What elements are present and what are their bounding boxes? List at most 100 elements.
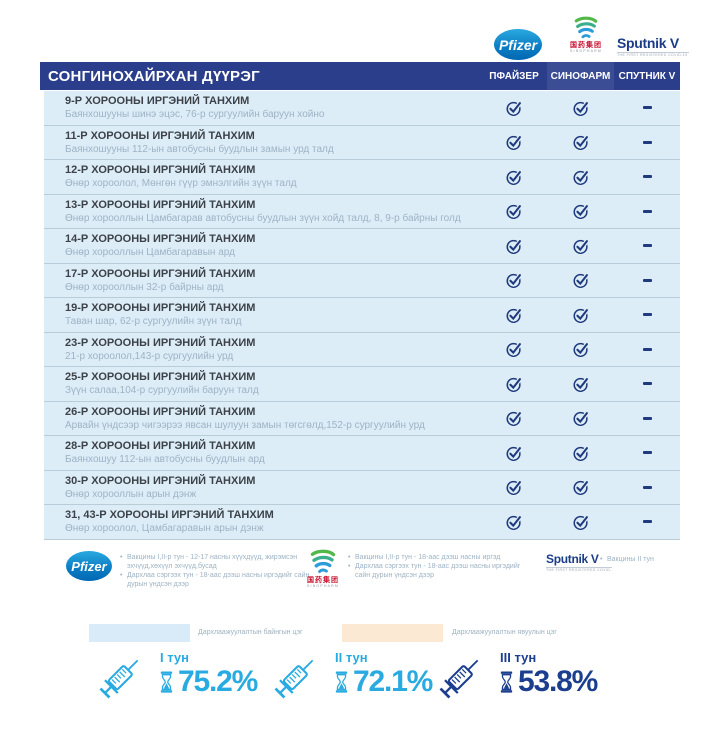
row-title: 31, 43-Р ХОРООНЫ ИРГЭНИЙ ТАНХИМ bbox=[65, 509, 274, 521]
row-text: 25-Р ХОРООНЫ ИРГЭНИЙ ТАНХИМ Зүүн салаа,1… bbox=[44, 367, 481, 401]
row-location: Өнөр хороолол, Мөнгөн гүүр эмнэлгийн зүү… bbox=[65, 178, 297, 189]
check-icon bbox=[505, 409, 523, 427]
row-text: 31, 43-Р ХОРООНЫ ИРГЭНИЙ ТАНХИМ Өнөр хор… bbox=[44, 505, 481, 539]
dash-icon bbox=[642, 451, 652, 455]
table-row: 31, 43-Р ХОРООНЫ ИРГЭНИЙ ТАНХИМ Өнөр хор… bbox=[44, 505, 680, 540]
check-icon bbox=[505, 513, 523, 531]
sputnik-logo-footer: Sputnik V THE FIRST REGISTERED COVID-19 … bbox=[546, 553, 612, 573]
cell-pfizer bbox=[481, 126, 547, 160]
row-title: 17-Р ХОРООНЫ ИРГЭНИЙ ТАНХИМ bbox=[65, 267, 256, 280]
dash-icon bbox=[642, 209, 652, 213]
pfizer-logo-text: Pfizer bbox=[71, 558, 107, 574]
row-text: 19-Р ХОРООНЫ ИРГЭНИЙ ТАНХИМ Таван шар, 6… bbox=[44, 298, 481, 332]
cell-pfizer bbox=[481, 471, 547, 505]
legend-swatch-mobile bbox=[342, 624, 443, 642]
table-row: 26-Р ХОРООНЫ ИРГЭНИЙ ТАНХИМ Арвайн үндсэ… bbox=[44, 401, 680, 436]
sputnik-logo-text: Sputnik V bbox=[617, 35, 679, 51]
dash-icon bbox=[642, 106, 652, 110]
syringe-icon bbox=[432, 648, 490, 711]
cell-sputnik bbox=[614, 471, 680, 505]
check-icon bbox=[505, 202, 523, 220]
check-icon bbox=[505, 237, 523, 255]
row-location: Өнөр хороолол, Цамбагаравын арын дэнж bbox=[65, 523, 264, 534]
cell-sputnik bbox=[614, 195, 680, 229]
row-title: 26-Р ХОРООНЫ ИРГЭНИЙ ТАНХИМ bbox=[65, 405, 256, 418]
legend-label-permanent: Дархлаажуулалтын байнгын цэг bbox=[198, 629, 303, 636]
note-item: Вакцины I,II-р тун - 18-аас дээш насны и… bbox=[348, 553, 528, 562]
table-header-bar: СОНГИНОХАЙРХАН ДҮҮРЭГ ПФАЙЗЕР СИНОФАРМ С… bbox=[40, 62, 680, 90]
column-header-sinopharm: СИНОФАРМ bbox=[547, 62, 614, 90]
row-text: 11-Р ХОРООНЫ ИРГЭНИЙ ТАНХИМ Баянхошууны … bbox=[44, 126, 481, 160]
cell-sputnik bbox=[614, 298, 680, 332]
check-icon bbox=[505, 375, 523, 393]
dose-label: III тун bbox=[500, 650, 537, 665]
dose-percentage: 53.8% bbox=[518, 665, 598, 698]
stat-dose-1: I тун 75.2% bbox=[92, 648, 258, 711]
check-icon bbox=[505, 168, 523, 186]
cell-pfizer bbox=[481, 402, 547, 436]
top-logo-strip: Pfizer 国药集团 SINOPHARM Sputnik V THE FIRS… bbox=[0, 0, 720, 62]
check-icon bbox=[505, 99, 523, 117]
syringe-icon bbox=[267, 648, 325, 711]
cell-pfizer bbox=[481, 333, 547, 367]
check-icon bbox=[572, 340, 590, 358]
table-row: 9-Р ХОРООНЫ ИРГЭНИЙ ТАНХИМ Баянхошууны ш… bbox=[44, 91, 680, 126]
row-text: 17-Р ХОРООНЫ ИРГЭНИЙ ТАНХИМ Өнөр хороолл… bbox=[44, 264, 481, 298]
row-location: Баянхошууны 112-ын автобусны буудлын зам… bbox=[65, 143, 334, 155]
sinopharm-logo-footer: 国药集团 SINOPHARM bbox=[303, 549, 343, 589]
row-title: 12-Р ХОРООНЫ ИРГЭНИЙ ТАНХИМ bbox=[65, 164, 256, 176]
cell-pfizer bbox=[481, 229, 547, 263]
row-location: Өнөр хорооллын Цамбагаравын ард bbox=[65, 247, 235, 258]
dash-icon bbox=[642, 175, 652, 179]
cell-pfizer bbox=[481, 195, 547, 229]
row-location: Арвайн үндсээр чигээрээ явсан шулуун зам… bbox=[65, 419, 425, 431]
row-text: 26-Р ХОРООНЫ ИРГЭНИЙ ТАНХИМ Арвайн үндсэ… bbox=[44, 402, 481, 436]
pfizer-logo-text: Pfizer bbox=[498, 36, 538, 53]
check-icon bbox=[505, 133, 523, 151]
sinopharm-en-text: SINOPHARM bbox=[307, 584, 339, 588]
syringe-icon bbox=[92, 648, 150, 711]
cell-sinopharm bbox=[547, 126, 614, 160]
dose-percentage: 72.1% bbox=[353, 665, 433, 698]
column-header-pfizer: ПФАЙЗЕР bbox=[489, 70, 539, 82]
legend-swatch-permanent bbox=[89, 624, 190, 642]
column-header-sputnik: СПУТНИК V bbox=[618, 70, 676, 82]
check-icon bbox=[505, 444, 523, 462]
row-title: 30-Р ХОРООНЫ ИРГЭНИЙ ТАНХИМ bbox=[65, 474, 256, 487]
hourglass-icon bbox=[500, 671, 513, 693]
cell-sinopharm bbox=[547, 367, 614, 401]
cell-sputnik bbox=[614, 126, 680, 160]
table-row: 23-Р ХОРООНЫ ИРГЭНИЙ ТАНХИМ 21-р хорооло… bbox=[44, 332, 680, 367]
sinopharm-en-text: SINOPHARM bbox=[570, 49, 602, 53]
check-icon bbox=[572, 478, 590, 496]
row-title: 13-Р ХОРООНЫ ИРГЭНИЙ ТАНХИМ bbox=[65, 198, 256, 211]
row-text: 12-Р ХОРООНЫ ИРГЭНИЙ ТАНХИМ Өнөр хорооло… bbox=[44, 160, 481, 194]
cell-sinopharm bbox=[547, 229, 614, 263]
cell-sputnik bbox=[614, 505, 680, 539]
dash-icon bbox=[642, 416, 652, 420]
cell-pfizer bbox=[481, 264, 547, 298]
row-location: Баянхошуу 112-ын автобусны буудлын ард bbox=[65, 454, 265, 465]
table-row: 11-Р ХОРООНЫ ИРГЭНИЙ ТАНХИМ Баянхошууны … bbox=[44, 125, 680, 160]
dose-label: I тун bbox=[160, 650, 189, 665]
pfizer-logo: Pfizer bbox=[494, 29, 542, 60]
cell-sinopharm bbox=[547, 195, 614, 229]
dash-icon bbox=[642, 347, 652, 351]
cell-pfizer bbox=[481, 298, 547, 332]
stat-body: III тун 53.8% bbox=[500, 648, 598, 698]
stat-dose-3: III тун 53.8% bbox=[432, 648, 598, 711]
hourglass-icon bbox=[335, 671, 348, 693]
dash-icon bbox=[642, 382, 652, 386]
note-item: Дархлаа сэргээх тун - 18-аас дээш насны … bbox=[120, 571, 316, 589]
cell-sputnik bbox=[614, 436, 680, 470]
row-location: Өнөр хорооллын 32-р байрны ард bbox=[65, 281, 224, 293]
row-title: 28-Р ХОРООНЫ ИРГЭНИЙ ТАНХИМ bbox=[65, 440, 256, 452]
note-item: Дархлаа сэргээх тун - 18-аас дээш насны … bbox=[348, 562, 528, 580]
row-text: 28-Р ХОРООНЫ ИРГЭНИЙ ТАНХИМ Баянхошуу 11… bbox=[44, 436, 481, 470]
dash-icon bbox=[642, 485, 652, 489]
check-icon bbox=[572, 513, 590, 531]
sinopharm-cn-text: 国药集团 bbox=[307, 577, 339, 584]
check-icon bbox=[505, 271, 523, 289]
row-location: Өнөр хорооллын Цамбагарав автобусны бууд… bbox=[65, 212, 461, 224]
row-text: 23-Р ХОРООНЫ ИРГЭНИЙ ТАНХИМ 21-р хорооло… bbox=[44, 333, 481, 367]
